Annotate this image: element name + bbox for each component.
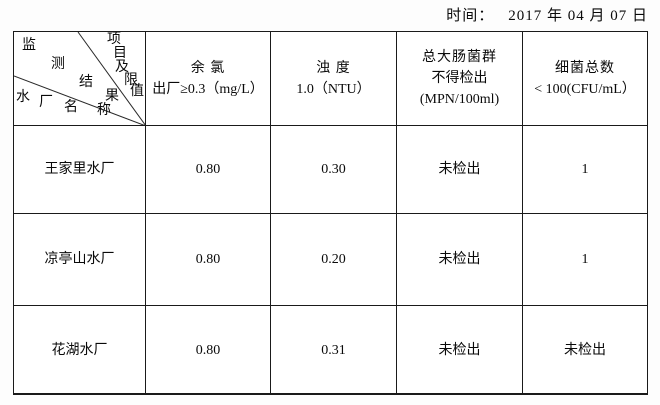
column-header-total-bacteria: 细菌总数 < 100(CFU/mL） — [523, 32, 647, 126]
diagonal-label-plant-name: 水 — [16, 90, 30, 105]
time-value: 2017 年 04 月 07 日 — [508, 8, 648, 24]
value-cell: 0.80 — [146, 126, 271, 214]
plant-name-cell: 花湖水厂 — [14, 306, 146, 394]
report-time: 时间： 2017 年 04 月 07 日 — [446, 4, 648, 25]
plant-name-cell: 凉亭山水厂 — [14, 214, 146, 306]
time-label: 时间： — [446, 8, 495, 24]
value-cell: 0.31 — [271, 306, 397, 394]
water-quality-table: 监 测 结 果 项 目 及 限 值 水 厂 名 称 余 氯 出厂≥0.3（mg/… — [13, 31, 648, 395]
diagonal-label-project-limit: 项 — [107, 32, 121, 47]
plant-name-cell: 王家里水厂 — [14, 126, 146, 214]
value-cell: 0.80 — [146, 214, 271, 306]
value-cell: 未检出 — [397, 126, 523, 214]
value-cell: 0.80 — [146, 306, 271, 394]
diagonal-lines — [14, 32, 145, 125]
value-cell: 0.30 — [271, 126, 397, 214]
value-cell: 未检出 — [564, 342, 606, 358]
diagonal-label-monitor-result: 监 — [22, 38, 36, 53]
value-cell: 1 — [523, 126, 647, 214]
value-cell: 未检出 — [397, 214, 523, 306]
diagonal-header-cell: 监 测 结 果 项 目 及 限 值 水 厂 名 称 — [14, 32, 146, 126]
value-cell: 1 — [523, 214, 647, 306]
value-cell: 0.20 — [271, 214, 397, 306]
column-header-turbidity: 浊 度 1.0（NTU） — [271, 32, 397, 126]
column-header-total-coliform: 总大肠菌群 不得检出 (MPN/100ml) — [397, 32, 523, 126]
column-header-residual-chlorine: 余 氯 出厂≥0.3（mg/L） — [146, 32, 271, 126]
value-cell: 未检出 — [397, 306, 523, 394]
